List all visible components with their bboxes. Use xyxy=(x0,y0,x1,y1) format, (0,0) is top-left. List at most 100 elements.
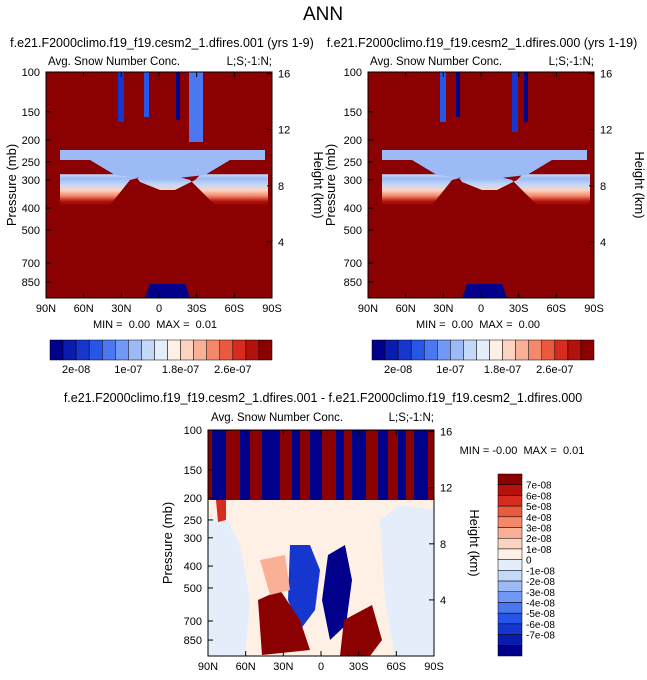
blue-anomaly xyxy=(288,545,320,630)
colorbar-swatch xyxy=(206,339,221,361)
surface-feature xyxy=(462,284,507,298)
y-tick-label: 500 xyxy=(344,225,362,237)
x-tick-label: 30S xyxy=(349,661,369,673)
colorbar-swatch xyxy=(193,339,207,361)
y2-axis-label: Height (km) xyxy=(632,151,647,218)
y2-tick-label: 12 xyxy=(278,125,290,137)
colorbar-label: 2.6e-07 xyxy=(536,364,573,376)
colorbar-swatch xyxy=(154,339,168,361)
blue-anomaly xyxy=(322,545,352,640)
colorbar-label: -3e-08 xyxy=(526,588,555,599)
colorbar-swatch xyxy=(515,339,529,361)
blue-streak xyxy=(512,72,518,132)
page-title: ANN xyxy=(303,4,343,25)
colorbar-swatch xyxy=(497,591,523,603)
field-label: Avg. Snow Number Conc. xyxy=(48,56,180,68)
y2-tick-label: 8 xyxy=(278,181,284,193)
x-tick-label: 60S xyxy=(225,303,245,315)
y2-tick-label: 16 xyxy=(600,69,612,81)
y2-tick-label: 16 xyxy=(440,427,452,439)
y2-axis: 16 12 8 4 xyxy=(267,69,290,249)
y-tick-label: 250 xyxy=(22,157,40,169)
y-tick-label: 500 xyxy=(184,583,202,595)
y-tick-label: 100 xyxy=(344,67,362,79)
neg-stripe xyxy=(240,430,250,500)
neg-stripe xyxy=(336,430,344,500)
panel-title: f.e21.F2000climo.f19_f19.cesm2_1.dfires.… xyxy=(327,36,638,50)
y-tick-label: 200 xyxy=(184,493,202,505)
colorbar-swatch xyxy=(497,623,523,635)
x-tick-label: 60S xyxy=(547,303,567,315)
x-tick-label: 0 xyxy=(156,303,162,315)
colorbar-swatch xyxy=(497,527,523,539)
x-tick-label: 0 xyxy=(318,661,324,673)
blue-streak xyxy=(524,72,528,122)
colorbar-label: 1.8e-07 xyxy=(162,364,199,376)
x-tick-label: 90N xyxy=(358,303,378,315)
colorbar-label: 2e-08 xyxy=(62,364,90,376)
plot-area xyxy=(367,71,595,299)
upper-cloud-band xyxy=(382,150,587,180)
colorbar-swatch xyxy=(554,339,569,361)
neg-stripe xyxy=(378,430,388,500)
y2-axis: 16 12 8 4 xyxy=(429,427,452,607)
y-tick-label: 700 xyxy=(22,258,40,270)
colorbar-swatch xyxy=(397,339,412,361)
colorbar-swatch xyxy=(88,339,103,361)
x-tick-label: 90N xyxy=(198,661,218,673)
colorbar-label: 3e-08 xyxy=(526,524,552,535)
y2-axis-label: Height (km) xyxy=(311,151,326,218)
y-tick-label: 100 xyxy=(22,67,40,79)
y-tick-label: 200 xyxy=(22,135,40,147)
y-tick-label: 250 xyxy=(184,515,202,527)
y-axis-label: Pressure (mb) xyxy=(160,502,175,584)
y2-tick-label: 8 xyxy=(600,181,606,193)
units-label: L;S;-1:N; xyxy=(227,56,272,68)
x-tick-label: 30N xyxy=(273,661,293,673)
colorbar-swatch xyxy=(384,339,399,361)
colorbar-swatch xyxy=(489,339,503,361)
colorbar-swatch xyxy=(497,570,523,582)
light-blue-region xyxy=(208,515,250,656)
colorbar-label: 1e-07 xyxy=(114,364,142,376)
y-tick-label: 500 xyxy=(22,225,40,237)
red-anomaly xyxy=(216,500,226,522)
plot-area xyxy=(207,429,435,657)
y2-tick-label: 16 xyxy=(278,69,290,81)
x-tick-label: 0 xyxy=(478,303,484,315)
colorbar-swatch xyxy=(75,339,90,361)
colorbar-swatch xyxy=(232,339,247,361)
panel-right: f.e21.F2000climo.f19_f19.cesm2_1.dfires.… xyxy=(323,36,647,331)
panel-title: f.e21.F2000climo.f19_f19.cesm2_1.dfires.… xyxy=(64,391,582,405)
y-tick-label: 150 xyxy=(344,107,362,119)
colorbar-label: 1e-08 xyxy=(526,545,552,556)
x-tick-label: 30S xyxy=(187,303,207,315)
panel-title: f.e21.F2000climo.f19_f19.cesm2_1.dfires.… xyxy=(10,36,314,50)
x-axis: 90N 60N 30N 0 30S 60S 90S xyxy=(36,72,282,315)
blue-streak xyxy=(440,72,446,122)
colorbar-label: 1.8e-07 xyxy=(484,364,521,376)
neg-stripe xyxy=(292,430,300,500)
x-tick-label: 30N xyxy=(111,303,131,315)
y-tick-label: 850 xyxy=(344,277,362,289)
colorbar-swatch xyxy=(371,339,386,361)
y-tick-label: 100 xyxy=(184,425,202,437)
colorbar-swatch xyxy=(497,505,523,518)
colorbar-label: -5e-08 xyxy=(526,609,555,620)
x-tick-label: 60N xyxy=(74,303,94,315)
y-tick-label: 200 xyxy=(344,135,362,147)
colorbar-swatch xyxy=(497,612,523,625)
colorbar-swatch xyxy=(497,484,523,496)
colorbar-label: -1e-08 xyxy=(526,566,555,577)
colorbar-label: -2e-08 xyxy=(526,577,555,588)
y-tick-label: 300 xyxy=(22,175,40,187)
y2-tick-label: 8 xyxy=(440,539,446,551)
colorbar-label: 2.6e-07 xyxy=(214,364,251,376)
colorbar-swatch xyxy=(463,339,477,361)
y-tick-label: 850 xyxy=(184,635,202,647)
y-tick-label: 400 xyxy=(22,203,40,215)
colorbar-swatch xyxy=(62,339,77,361)
y2-axis-label: Height (km) xyxy=(467,509,482,576)
min-max-stats: MIN = 0.00 MAX = 0.01 xyxy=(93,319,217,331)
colorbar-swatch xyxy=(437,339,451,361)
